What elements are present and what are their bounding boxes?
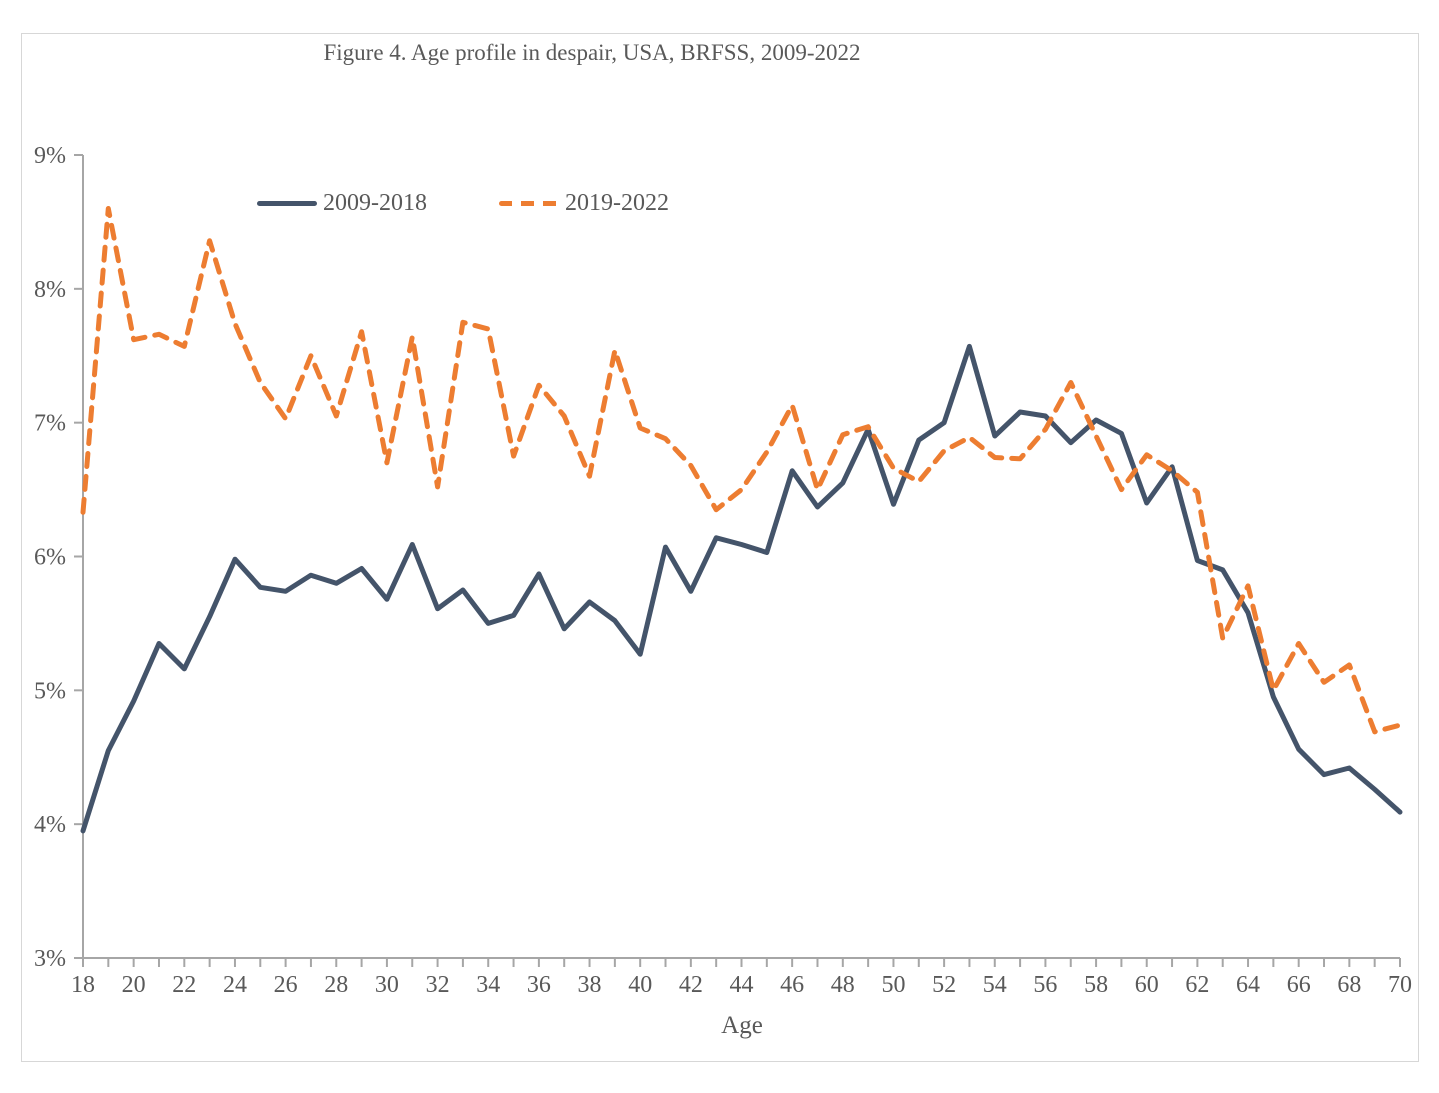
legend-label-2019-2022: 2019-2022 xyxy=(565,190,669,216)
x-tick-label: 34 xyxy=(476,972,500,998)
y-tick-label: 4% xyxy=(34,812,66,838)
legend-item-2009-2018: 2009-2018 xyxy=(257,190,427,216)
x-tick-label: 36 xyxy=(527,972,551,998)
legend-line-sample-dashed xyxy=(499,200,559,206)
x-tick-label: 20 xyxy=(122,972,146,998)
x-tick-label: 42 xyxy=(679,972,703,998)
x-tick-label: 70 xyxy=(1388,972,1412,998)
y-tick-label: 7% xyxy=(34,411,66,437)
x-tick-label: 32 xyxy=(426,972,450,998)
x-tick-label: 66 xyxy=(1287,972,1311,998)
x-tick-label: 44 xyxy=(730,972,754,998)
y-tick-label: 3% xyxy=(34,946,66,972)
y-tick-label: 5% xyxy=(34,678,66,704)
y-tick-label: 6% xyxy=(34,545,66,571)
x-tick-label: 54 xyxy=(983,972,1007,998)
x-tick-label: 18 xyxy=(71,972,95,998)
x-tick-label: 30 xyxy=(375,972,399,998)
x-axis-title: Age xyxy=(721,1012,763,1039)
series-line-2009-2018 xyxy=(80,343,1403,834)
x-tick-label: 60 xyxy=(1135,972,1159,998)
x-tick-label: 58 xyxy=(1084,972,1108,998)
x-tick-label: 24 xyxy=(223,972,247,998)
y-tick-label: 9% xyxy=(34,143,66,169)
x-tick-label: 64 xyxy=(1236,972,1260,998)
figure-border xyxy=(21,33,1419,1062)
legend-label-2009-2018: 2009-2018 xyxy=(323,190,427,216)
x-tick-label: 46 xyxy=(780,972,804,998)
legend-item-2019-2022: 2019-2022 xyxy=(499,190,669,216)
x-tick-label: 56 xyxy=(1033,972,1057,998)
x-tick-label: 68 xyxy=(1337,972,1361,998)
x-tick-label: 40 xyxy=(628,972,652,998)
x-tick-label: 22 xyxy=(172,972,196,998)
chart-title: Figure 4. Age profile in despair, USA, B… xyxy=(323,40,861,65)
x-tick-label: 38 xyxy=(578,972,602,998)
x-tick-label: 50 xyxy=(881,972,905,998)
series-line-2019-2022 xyxy=(80,206,1403,735)
legend-line-sample-solid xyxy=(257,200,317,206)
x-tick-label: 52 xyxy=(932,972,956,998)
x-tick-label: 28 xyxy=(324,972,348,998)
x-tick-label: 26 xyxy=(274,972,298,998)
x-tick-label: 48 xyxy=(831,972,855,998)
x-tick-label: 62 xyxy=(1185,972,1209,998)
y-tick-label: 8% xyxy=(34,277,66,303)
